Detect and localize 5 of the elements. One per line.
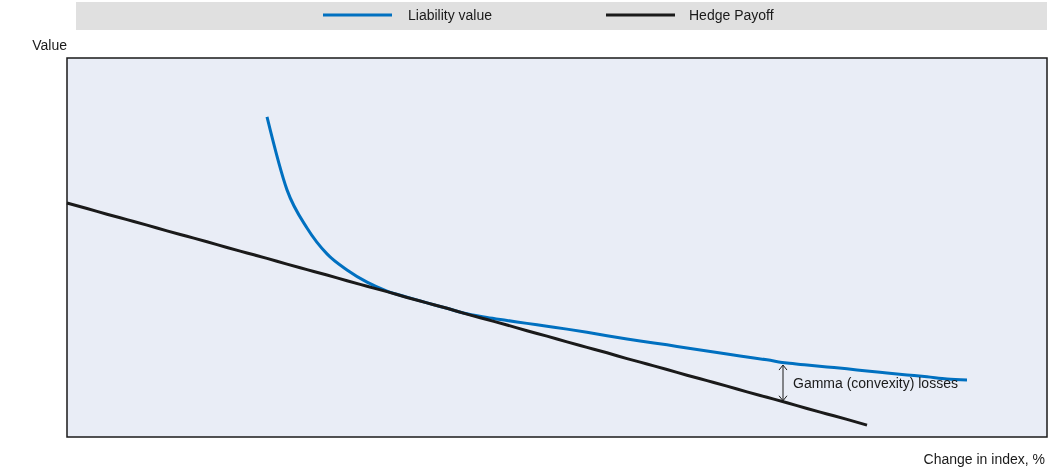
legend-label: Liability value: [408, 7, 493, 23]
x-axis-title: Change in index, %: [923, 451, 1045, 467]
y-axis-title: Value: [32, 37, 68, 53]
legend-label: Hedge Payoff: [689, 7, 774, 23]
annotation: Gamma (convexity) losses: [793, 374, 958, 391]
